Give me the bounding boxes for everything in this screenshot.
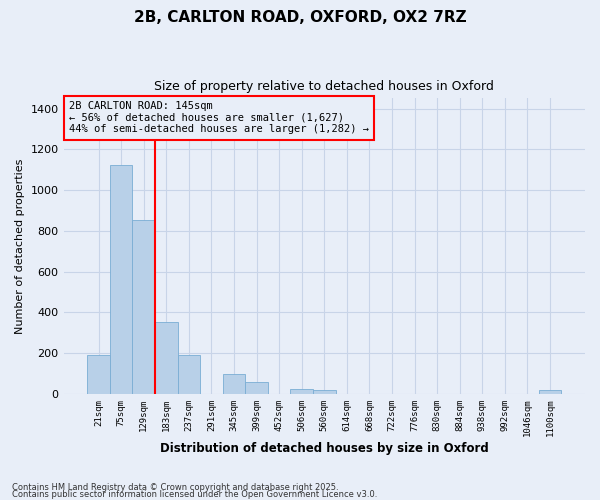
Y-axis label: Number of detached properties: Number of detached properties <box>15 158 25 334</box>
Bar <box>313 390 335 394</box>
Bar <box>133 220 155 394</box>
Bar <box>539 390 561 394</box>
Text: Contains HM Land Registry data © Crown copyright and database right 2025.: Contains HM Land Registry data © Crown c… <box>12 484 338 492</box>
Bar <box>87 354 110 394</box>
Bar <box>178 354 200 394</box>
Bar <box>155 322 178 394</box>
Bar <box>110 164 133 394</box>
Text: 2B CARLTON ROAD: 145sqm
← 56% of detached houses are smaller (1,627)
44% of semi: 2B CARLTON ROAD: 145sqm ← 56% of detache… <box>69 102 369 134</box>
Text: 2B, CARLTON ROAD, OXFORD, OX2 7RZ: 2B, CARLTON ROAD, OXFORD, OX2 7RZ <box>134 10 466 25</box>
Bar <box>223 374 245 394</box>
Bar <box>290 389 313 394</box>
X-axis label: Distribution of detached houses by size in Oxford: Distribution of detached houses by size … <box>160 442 488 455</box>
Text: Contains public sector information licensed under the Open Government Licence v3: Contains public sector information licen… <box>12 490 377 499</box>
Bar <box>245 382 268 394</box>
Title: Size of property relative to detached houses in Oxford: Size of property relative to detached ho… <box>154 80 494 93</box>
